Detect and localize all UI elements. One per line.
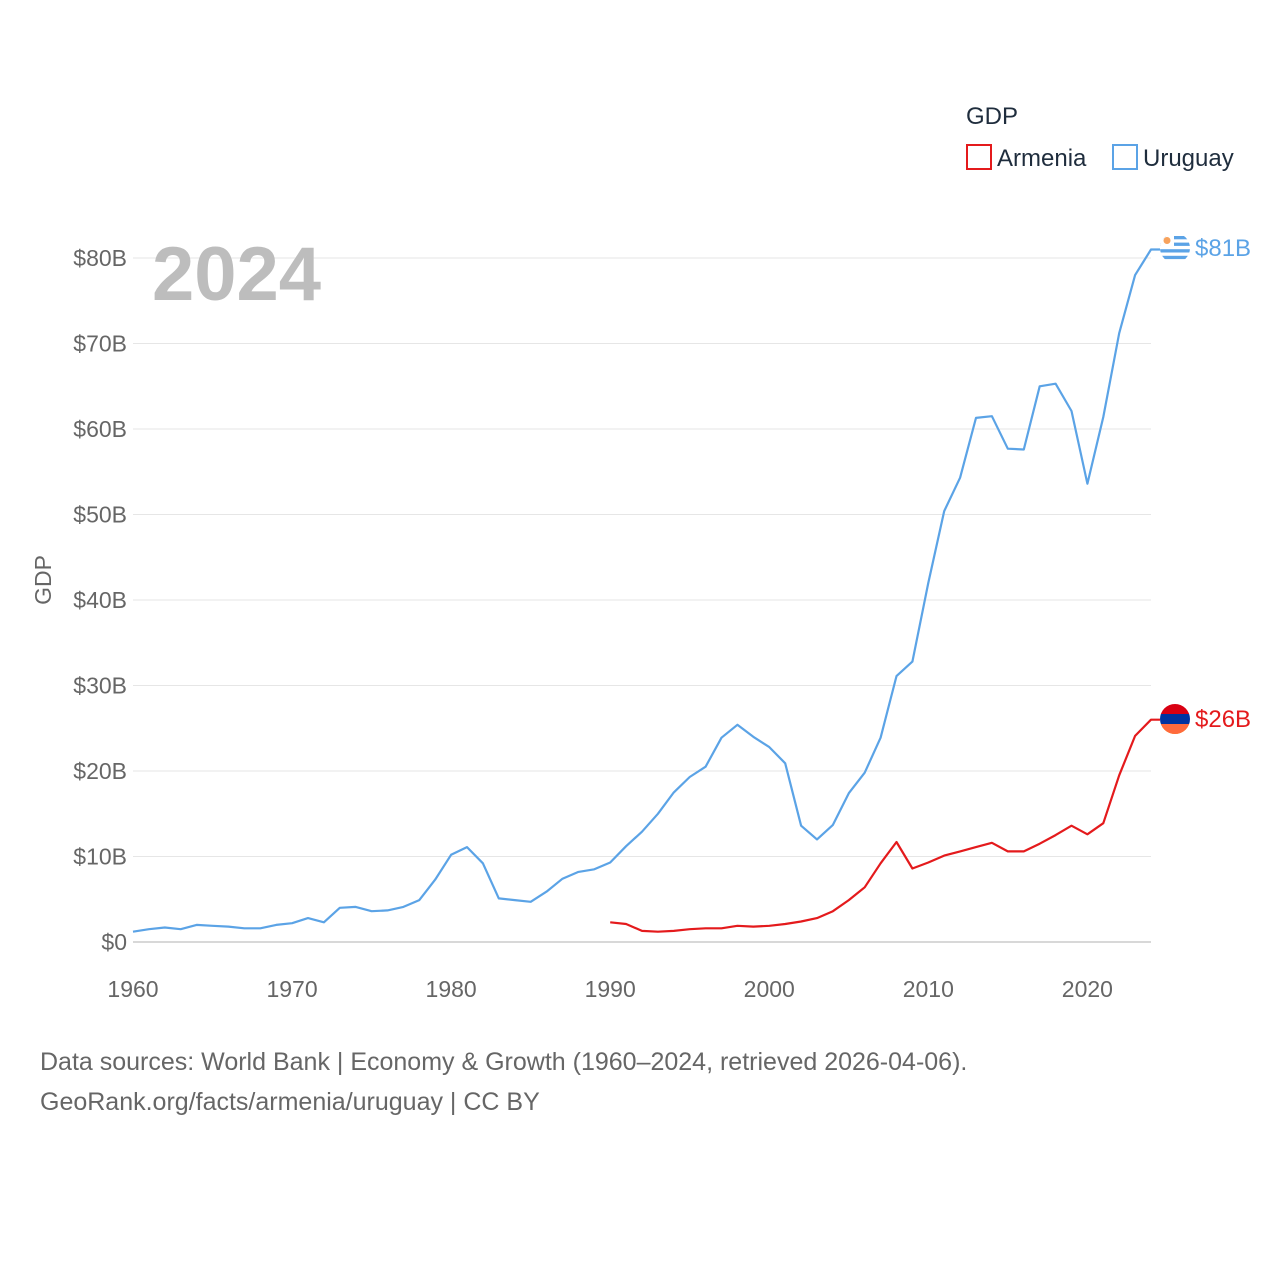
- x-tick-label: 2010: [903, 976, 954, 1002]
- y-tick-label: $50B: [73, 502, 127, 528]
- footer: Data sources: World Bank | Economy & Gro…: [40, 1042, 1240, 1122]
- x-tick-label: 2020: [1062, 976, 1113, 1002]
- series-lines: [132, 248, 1160, 933]
- y-tick-label: $80B: [73, 245, 127, 271]
- legend-title: GDP: [966, 103, 1018, 130]
- x-tick-label: 2000: [744, 976, 795, 1002]
- legend: GDP Armenia Uruguay: [966, 103, 1234, 172]
- armenia-flag-icon: [1160, 704, 1190, 734]
- x-axis-ticks: 1960 1970 1980 1990 2000 2010 2020: [107, 976, 1113, 1002]
- legend-armenia-swatch[interactable]: [966, 144, 992, 170]
- y-tick-label: $40B: [73, 587, 127, 613]
- source-link[interactable]: GeoRank.org/facts/armenia/uruguay | CC B…: [40, 1088, 540, 1116]
- uruguay-end-label: $81B: [1195, 235, 1251, 262]
- x-tick-label: 1990: [585, 976, 636, 1002]
- y-tick-label: $0: [101, 929, 127, 955]
- x-tick-label: 1960: [107, 976, 158, 1002]
- y-tick-label: $70B: [73, 331, 127, 357]
- uruguay-flag-icon: [1160, 233, 1190, 263]
- year-watermark: 2024: [152, 232, 321, 317]
- gdp-chart: 2024 $0$10B$20B$30B$40B$50B$60B$70B$80B …: [30, 103, 1251, 1002]
- y-tick-label: $60B: [73, 416, 127, 442]
- legend-armenia-label[interactable]: Armenia: [997, 145, 1087, 172]
- data-sources-note: Data sources: World Bank | Economy & Gro…: [40, 1048, 968, 1076]
- x-tick-label: 1980: [426, 976, 477, 1002]
- legend-uruguay-label[interactable]: Uruguay: [1143, 145, 1234, 172]
- y-tick-label: $30B: [73, 673, 127, 699]
- armenia-end-label: $26B: [1195, 706, 1251, 733]
- grid-lines: [133, 257, 1151, 943]
- y-axis-label: GDP: [30, 555, 56, 605]
- y-axis-ticks: $0 $10B $20B $30B $40B $50B $60B $70B $80B: [73, 245, 127, 955]
- y-tick-label: $10B: [73, 844, 127, 870]
- y-tick-label: $20B: [73, 758, 127, 784]
- series-line-armenia[interactable]: [610, 718, 1160, 933]
- series-line-uruguay[interactable]: [132, 248, 1160, 933]
- legend-uruguay-swatch[interactable]: [1112, 144, 1138, 170]
- x-tick-label: 1970: [266, 976, 317, 1002]
